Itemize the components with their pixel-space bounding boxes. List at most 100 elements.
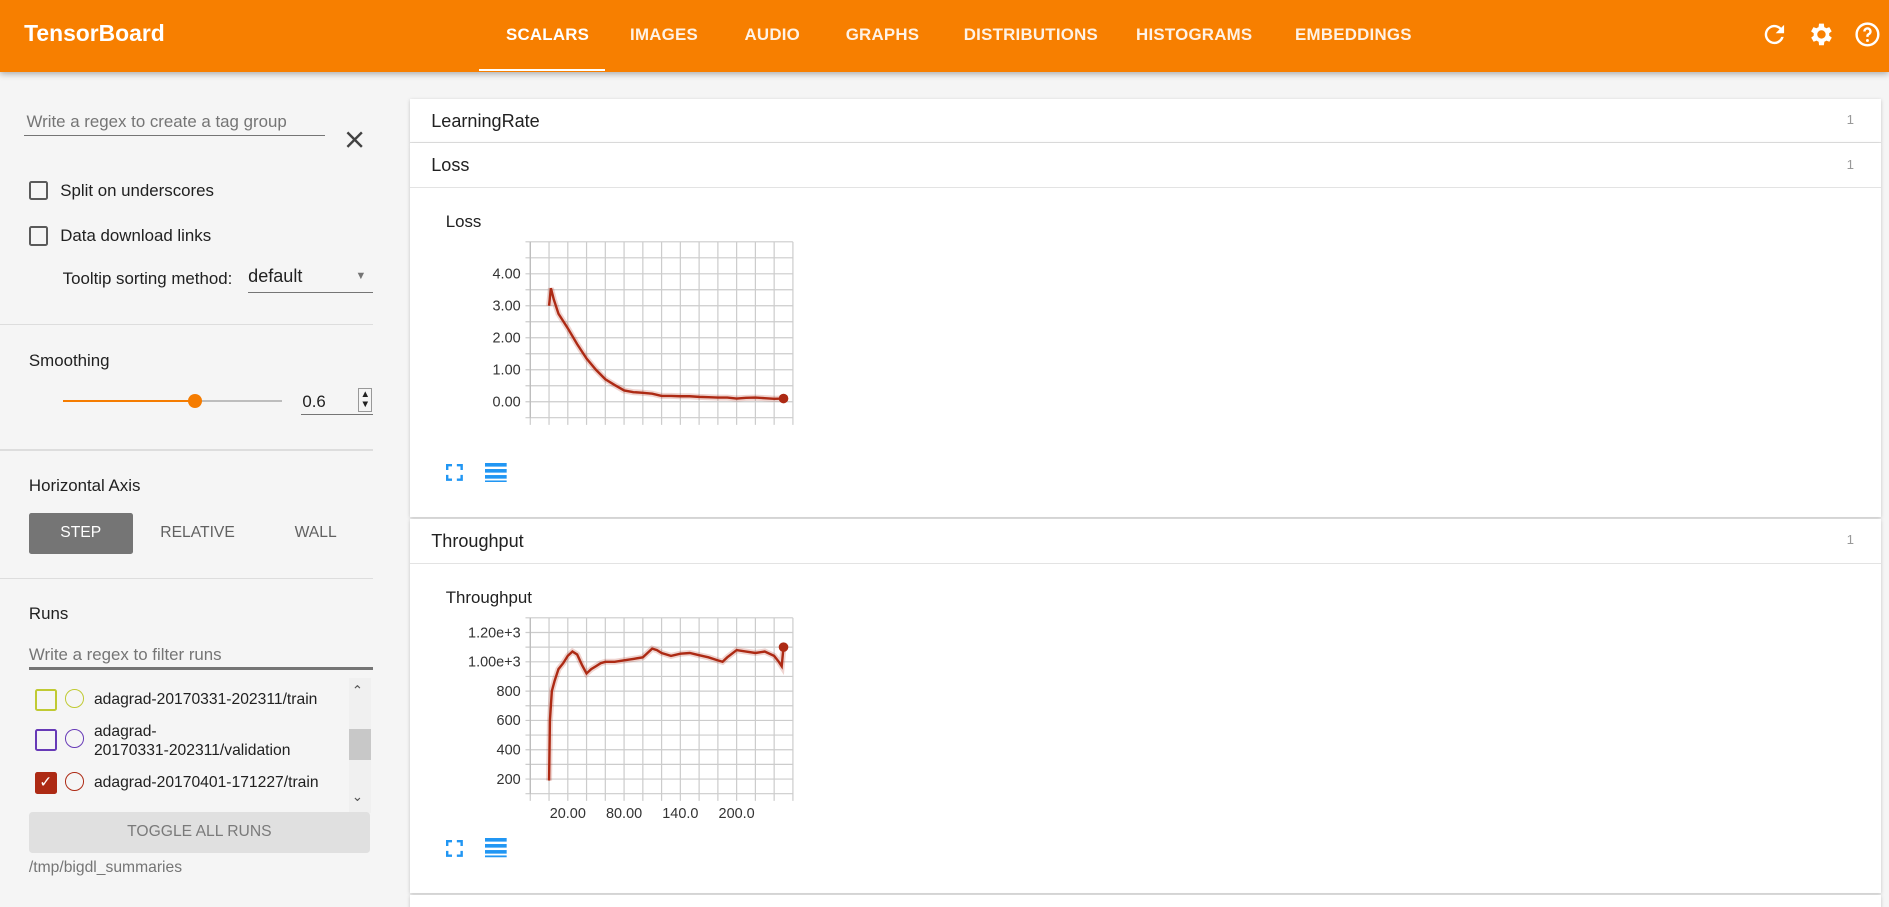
run-name-line: adagrad-	[93, 722, 157, 740]
run-name-line: 20170331-202311/validation	[93, 741, 291, 759]
tab-images[interactable]: IMAGES	[630, 25, 698, 45]
category-loss-card: Loss 1 Loss 0.00 1.00 2.00 3.00 4.00	[409, 143, 1881, 517]
run-name: adagrad- 20170331-202311/validation	[94, 722, 290, 761]
dropdown-arrow-icon: ▼	[355, 269, 367, 282]
top-app-bar: TensorBoard SCALARS IMAGES AUDIO GRAPHS …	[0, 0, 1889, 73]
y-tick-label: 1.00	[492, 363, 520, 379]
category-count: 1	[1846, 112, 1855, 128]
run-name: adagrad-20170401-171227/train	[93, 774, 319, 792]
run-checkbox[interactable]	[34, 728, 57, 751]
next-category-card	[409, 895, 1881, 907]
stepper-icon[interactable]: ▲ ▼	[358, 387, 373, 412]
data-download-checkbox[interactable]	[28, 226, 49, 246]
category-title: Loss	[431, 155, 470, 176]
tab-graphs[interactable]: GRAPHS	[845, 25, 920, 45]
run-color-circle[interactable]	[65, 772, 84, 792]
y-tick-label: 2.00	[492, 331, 520, 347]
smoothing-label: Smoothing	[28, 350, 110, 370]
y-tick-label: 1.20e+3	[468, 625, 521, 641]
y-tick-label: 600	[496, 713, 520, 729]
series-line	[547, 288, 784, 401]
logdir-path: /tmp/bigdl_summaries	[28, 858, 183, 876]
category-throughput[interactable]: Throughput 1	[409, 519, 1881, 564]
loss-chart[interactable]: 0.00 1.00 2.00 3.00 4.00	[458, 237, 807, 442]
split-underscores-checkbox[interactable]	[28, 180, 49, 200]
runs-filter-underline	[28, 667, 374, 670]
runs-filter-input[interactable]: Write a regex to filter runs	[28, 644, 222, 664]
smoothing-value: 0.6	[302, 391, 326, 411]
series-line	[547, 647, 785, 781]
runs-label: Runs	[28, 603, 69, 623]
run-checkbox[interactable]	[34, 689, 57, 711]
run-checkbox-checked[interactable]: ✓	[34, 772, 57, 794]
category-throughput-card: Throughput 1 Throughput 200 400 600 800 1.00…	[409, 519, 1881, 893]
data-table-icon[interactable]	[485, 462, 508, 482]
tooltip-sorting-dropdown[interactable]: default ▼	[248, 265, 374, 293]
help-icon[interactable]	[1853, 20, 1882, 49]
category-loss[interactable]: Loss 1	[409, 143, 1881, 188]
refresh-icon[interactable]	[1760, 20, 1789, 49]
run-name: adagrad-20170331-202311/train	[93, 691, 318, 709]
tab-distributions[interactable]: DISTRIBUTIONS	[963, 25, 1099, 45]
x-tick-label: 140.0	[662, 806, 698, 818]
fullscreen-icon[interactable]	[445, 463, 463, 481]
active-tab-indicator	[479, 68, 605, 72]
divider	[0, 449, 374, 451]
category-title: LearningRate	[431, 110, 540, 131]
tooltip-sorting-label: Tooltip sorting method:	[62, 268, 233, 288]
run-color-circle[interactable]	[65, 728, 84, 748]
divider	[0, 324, 374, 326]
axis-wall-button[interactable]: WALL	[294, 524, 337, 542]
last-point-marker	[778, 393, 789, 404]
split-underscores-label: Split on underscores	[60, 180, 214, 200]
throughput-chart[interactable]: 200 400 600 800 1.00e+3 1.20e+3 20.00 80.00 140.…	[458, 613, 807, 818]
x-tick-label: 200.0	[718, 806, 754, 818]
tab-embeddings[interactable]: EMBEDDINGS	[1295, 25, 1412, 45]
data-table-icon[interactable]	[485, 838, 508, 858]
y-tick-label: 4.00	[492, 267, 520, 283]
y-tick-label: 200	[496, 772, 520, 788]
runs-list: adagrad-20170331-202311/train adagrad- 20…	[29, 678, 374, 814]
scroll-down-icon[interactable]: ⌄	[351, 789, 363, 805]
y-tick-label: 0.00	[492, 395, 520, 411]
category-title: Throughput	[431, 531, 524, 552]
app-title: TensorBoard	[24, 20, 165, 47]
close-icon[interactable]	[345, 130, 364, 149]
scroll-up-icon[interactable]: ⌃	[351, 683, 363, 699]
toggle-all-runs-button[interactable]: TOGGLE ALL RUNS	[28, 811, 370, 853]
sidebar: Write a regex to create a tag group Spli…	[0, 72, 392, 907]
tooltip-sorting-value: default	[248, 266, 303, 287]
tag-group-underline	[24, 134, 326, 137]
smoothing-slider[interactable]	[62, 393, 282, 409]
slider-knob[interactable]	[187, 393, 203, 409]
category-count: 1	[1846, 156, 1855, 172]
axis-relative-button[interactable]: RELATIVE	[160, 524, 235, 542]
runs-scrollbar[interactable]: ⌃ ⌄	[349, 678, 372, 814]
category-count: 1	[1846, 532, 1855, 548]
x-tick-label: 80.00	[606, 806, 642, 818]
category-learningrate[interactable]: LearningRate 1	[409, 98, 1881, 144]
chart-title: Throughput	[445, 587, 532, 607]
last-point-marker	[778, 642, 789, 653]
x-tick-label: 20.00	[550, 806, 586, 818]
tab-scalars[interactable]: SCALARS	[505, 25, 590, 45]
smoothing-value-input[interactable]: 0.6 ▲ ▼	[301, 387, 374, 416]
run-color-circle[interactable]	[65, 689, 84, 708]
y-tick-label: 1.00e+3	[468, 655, 521, 671]
chart-title: Loss	[445, 212, 482, 231]
y-tick-label: 400	[496, 743, 520, 759]
settings-icon[interactable]	[1807, 20, 1836, 49]
raw-series-band	[545, 287, 784, 403]
fullscreen-icon[interactable]	[445, 839, 463, 857]
axis-step-button[interactable]: STEP	[28, 513, 133, 555]
data-download-label: Data download links	[60, 226, 212, 246]
tab-audio[interactable]: AUDIO	[744, 25, 801, 45]
divider	[0, 578, 374, 580]
tab-histograms[interactable]: HISTOGRAMS	[1136, 25, 1253, 45]
scrollbar-thumb[interactable]	[349, 728, 372, 761]
horizontal-axis-label: Horizontal Axis	[28, 475, 141, 495]
tag-group-input[interactable]: Write a regex to create a tag group	[26, 112, 287, 132]
slider-fill	[62, 399, 196, 403]
y-tick-label: 3.00	[492, 299, 520, 315]
